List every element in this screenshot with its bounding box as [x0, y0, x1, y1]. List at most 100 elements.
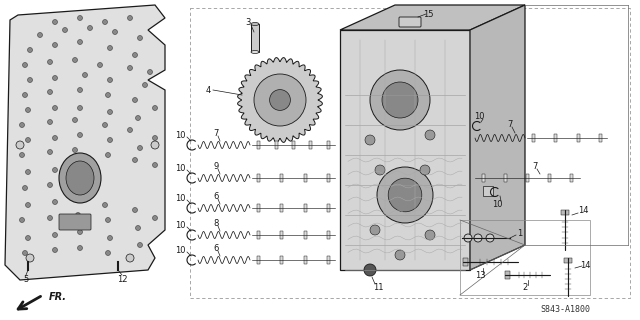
Text: 5: 5 — [24, 276, 29, 284]
Circle shape — [77, 197, 83, 203]
Polygon shape — [5, 5, 165, 280]
Circle shape — [136, 116, 141, 121]
Polygon shape — [482, 174, 485, 182]
Circle shape — [77, 229, 83, 235]
Circle shape — [19, 153, 24, 157]
Circle shape — [113, 29, 118, 35]
Circle shape — [132, 157, 138, 163]
Circle shape — [269, 90, 291, 110]
Polygon shape — [280, 256, 284, 264]
Ellipse shape — [251, 22, 259, 26]
Polygon shape — [599, 134, 602, 142]
Polygon shape — [327, 256, 330, 264]
Circle shape — [22, 62, 28, 68]
Polygon shape — [327, 204, 330, 212]
Circle shape — [47, 149, 52, 155]
Circle shape — [77, 106, 83, 110]
Circle shape — [52, 233, 58, 237]
Text: 7: 7 — [532, 162, 538, 171]
Circle shape — [365, 135, 375, 145]
Polygon shape — [257, 231, 260, 239]
Circle shape — [254, 74, 306, 126]
Circle shape — [102, 203, 108, 207]
Circle shape — [132, 207, 138, 212]
Circle shape — [19, 123, 24, 127]
Circle shape — [47, 215, 52, 220]
Circle shape — [72, 148, 77, 153]
Circle shape — [138, 36, 143, 41]
Circle shape — [370, 225, 380, 235]
Circle shape — [22, 92, 28, 98]
Circle shape — [47, 90, 52, 94]
Text: 10: 10 — [175, 245, 185, 254]
Polygon shape — [340, 30, 470, 270]
Circle shape — [52, 135, 58, 140]
Text: 11: 11 — [372, 284, 383, 292]
Polygon shape — [251, 24, 259, 52]
Circle shape — [464, 234, 472, 242]
Polygon shape — [504, 174, 507, 182]
Circle shape — [127, 127, 132, 132]
Polygon shape — [564, 258, 572, 263]
Text: 2: 2 — [522, 284, 527, 292]
Circle shape — [388, 178, 422, 212]
Text: 8: 8 — [213, 219, 219, 228]
Circle shape — [88, 26, 93, 30]
Polygon shape — [292, 141, 295, 149]
Circle shape — [106, 153, 111, 157]
Polygon shape — [280, 231, 284, 239]
Circle shape — [425, 230, 435, 240]
Circle shape — [77, 15, 83, 20]
Circle shape — [77, 165, 83, 171]
Text: 9: 9 — [213, 162, 219, 171]
Circle shape — [108, 109, 113, 115]
Circle shape — [136, 226, 141, 230]
Circle shape — [152, 106, 157, 110]
Circle shape — [26, 203, 31, 207]
Polygon shape — [532, 134, 535, 142]
Circle shape — [26, 138, 31, 142]
Text: 10: 10 — [492, 199, 502, 209]
Text: 7: 7 — [213, 129, 219, 138]
Circle shape — [72, 117, 77, 123]
Circle shape — [147, 69, 152, 75]
Circle shape — [152, 163, 157, 167]
Circle shape — [395, 250, 405, 260]
Circle shape — [28, 77, 33, 83]
Circle shape — [52, 20, 58, 25]
Polygon shape — [303, 256, 307, 264]
Circle shape — [26, 108, 31, 113]
Circle shape — [108, 77, 113, 83]
Circle shape — [72, 58, 77, 62]
Polygon shape — [303, 204, 307, 212]
Circle shape — [63, 28, 67, 33]
Circle shape — [47, 60, 52, 65]
Circle shape — [151, 141, 159, 149]
Circle shape — [108, 138, 113, 142]
Polygon shape — [303, 231, 307, 239]
Text: 6: 6 — [213, 191, 219, 201]
Polygon shape — [257, 141, 260, 149]
Circle shape — [102, 123, 108, 127]
Text: 12: 12 — [116, 276, 127, 284]
Polygon shape — [554, 134, 557, 142]
Circle shape — [83, 73, 88, 77]
Text: 1: 1 — [517, 228, 523, 237]
Polygon shape — [327, 174, 330, 182]
Circle shape — [102, 20, 108, 25]
Polygon shape — [340, 5, 525, 30]
Circle shape — [375, 165, 385, 175]
Polygon shape — [280, 204, 284, 212]
Circle shape — [143, 83, 147, 87]
Circle shape — [77, 245, 83, 251]
Circle shape — [47, 119, 52, 124]
Circle shape — [106, 218, 111, 222]
Polygon shape — [309, 141, 312, 149]
Circle shape — [52, 247, 58, 252]
FancyBboxPatch shape — [59, 214, 91, 230]
Polygon shape — [280, 174, 284, 182]
Circle shape — [132, 52, 138, 58]
Circle shape — [76, 212, 81, 218]
Text: 13: 13 — [475, 271, 485, 281]
Circle shape — [52, 199, 58, 204]
